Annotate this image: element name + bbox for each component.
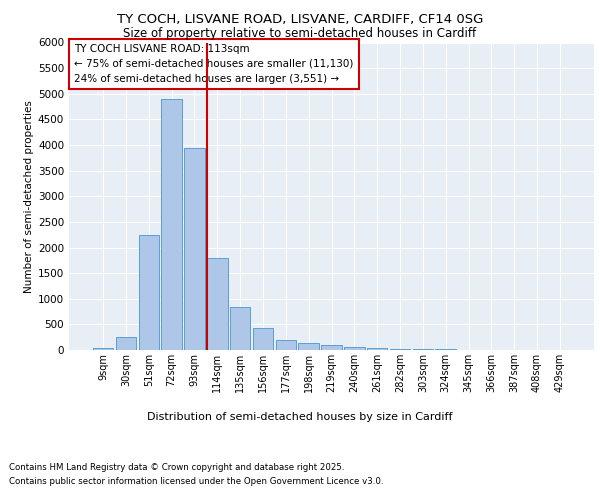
Bar — [207, 258, 227, 350]
Bar — [413, 349, 433, 350]
Text: Contains public sector information licensed under the Open Government Licence v3: Contains public sector information licen… — [9, 478, 383, 486]
Bar — [116, 337, 136, 350]
Text: Distribution of semi-detached houses by size in Cardiff: Distribution of semi-detached houses by … — [147, 412, 453, 422]
Bar — [230, 307, 250, 350]
Bar — [367, 348, 388, 350]
Text: TY COCH, LISVANE ROAD, LISVANE, CARDIFF, CF14 0SG: TY COCH, LISVANE ROAD, LISVANE, CARDIFF,… — [117, 12, 483, 26]
Bar — [161, 99, 182, 350]
Bar — [184, 148, 205, 350]
Text: Contains HM Land Registry data © Crown copyright and database right 2025.: Contains HM Land Registry data © Crown c… — [9, 462, 344, 471]
Bar — [344, 346, 365, 350]
Y-axis label: Number of semi-detached properties: Number of semi-detached properties — [24, 100, 34, 292]
Bar — [93, 348, 113, 350]
Bar — [298, 344, 319, 350]
Text: Size of property relative to semi-detached houses in Cardiff: Size of property relative to semi-detach… — [124, 28, 476, 40]
Bar — [321, 346, 342, 350]
Bar — [275, 340, 296, 350]
Bar — [139, 234, 159, 350]
Bar — [253, 328, 273, 350]
Text: TY COCH LISVANE ROAD: 113sqm
← 75% of semi-detached houses are smaller (11,130)
: TY COCH LISVANE ROAD: 113sqm ← 75% of se… — [74, 44, 353, 84]
Bar — [390, 348, 410, 350]
